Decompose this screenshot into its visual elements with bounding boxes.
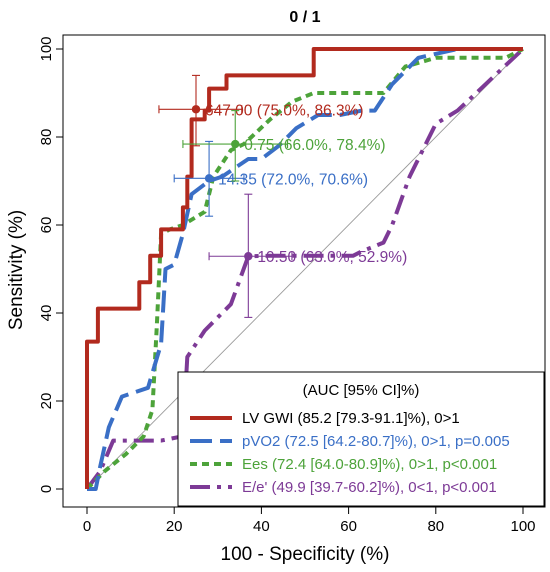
threshold-layer: 647.00 (75.0%, 86.3%) 14.35 (72.0%, 70.6%… <box>158 74 407 318</box>
legend-box <box>177 371 545 507</box>
y-tick-label: 100 <box>38 36 55 61</box>
x-tick-label: 100 <box>510 518 535 535</box>
series-line-e-e- <box>85 47 525 491</box>
threshold-group: 647.00 (75.0%, 86.3%) <box>158 74 364 147</box>
x-tick-label: 0 <box>83 518 91 535</box>
y-tick-label: 80 <box>38 129 55 146</box>
series-layer <box>85 47 525 491</box>
series-line-pvo2 <box>87 47 523 491</box>
threshold-point <box>204 174 214 183</box>
plot-frame <box>62 34 546 508</box>
diagonal-reference-line <box>86 48 524 490</box>
threshold-group: 14.35 (72.0%, 70.6%) <box>173 140 368 217</box>
x-tick-label: 60 <box>340 518 357 535</box>
y-tick-label: 40 <box>38 305 55 322</box>
threshold-label: 14.35 (72.0%, 70.6%) <box>218 171 368 188</box>
x-tick-label: 40 <box>253 518 270 535</box>
threshold-label: 647.00 (75.0%, 86.3%) <box>205 102 364 119</box>
threshold-point <box>231 139 240 149</box>
threshold-label: 10.50 (63.0%, 52.9%) <box>257 249 407 266</box>
y-axis-title: Sensitivity (%) <box>6 210 27 330</box>
legend: (AUC [95% CI]%) LV GWI (85.2 [79.3-91.1]%… <box>177 371 545 507</box>
y-tick-label: 20 <box>38 393 55 410</box>
legend-entry: E/e' (49.9 [39.7-60.2]%), 0<1, p<0.001 <box>242 479 497 496</box>
legend-entry: LV GWI (85.2 [79.3-91.1]%), 0>1 <box>242 410 460 427</box>
series-line-ees <box>85 47 524 491</box>
threshold-point <box>191 105 201 114</box>
threshold-label: 0.75 (66.0%, 78.4%) <box>244 137 385 154</box>
threshold-point <box>244 252 253 261</box>
legend-entry: pVO2 (72.5 [64.2-80.7]%), 0>1, p=0.005 <box>242 433 510 450</box>
legend-title: (AUC [95% CI]%) <box>303 382 420 399</box>
x-tick-label: 80 <box>427 518 444 535</box>
series-line-lv-gwi <box>85 47 523 489</box>
threshold-group: 0.75 (66.0%, 78.4%) <box>182 110 386 182</box>
x-tick-label: 20 <box>166 518 183 535</box>
legend-entry: Ees (72.4 [64.0-80.9]%), 0>1, p<0.001 <box>242 456 497 473</box>
diagonal-reference-layer <box>86 48 524 490</box>
chart-title: 0 / 1 <box>289 9 320 26</box>
y-tick-label: 60 <box>38 217 55 234</box>
y-tick-label: 0 <box>38 485 55 493</box>
axes-layer: 0 20 40 60 80 100 0 20 40 60 80 100 <box>38 36 536 535</box>
threshold-group: 10.50 (63.0%, 52.9%) <box>208 193 407 318</box>
x-axis-title: 100 - Specificity (%) <box>221 544 390 565</box>
